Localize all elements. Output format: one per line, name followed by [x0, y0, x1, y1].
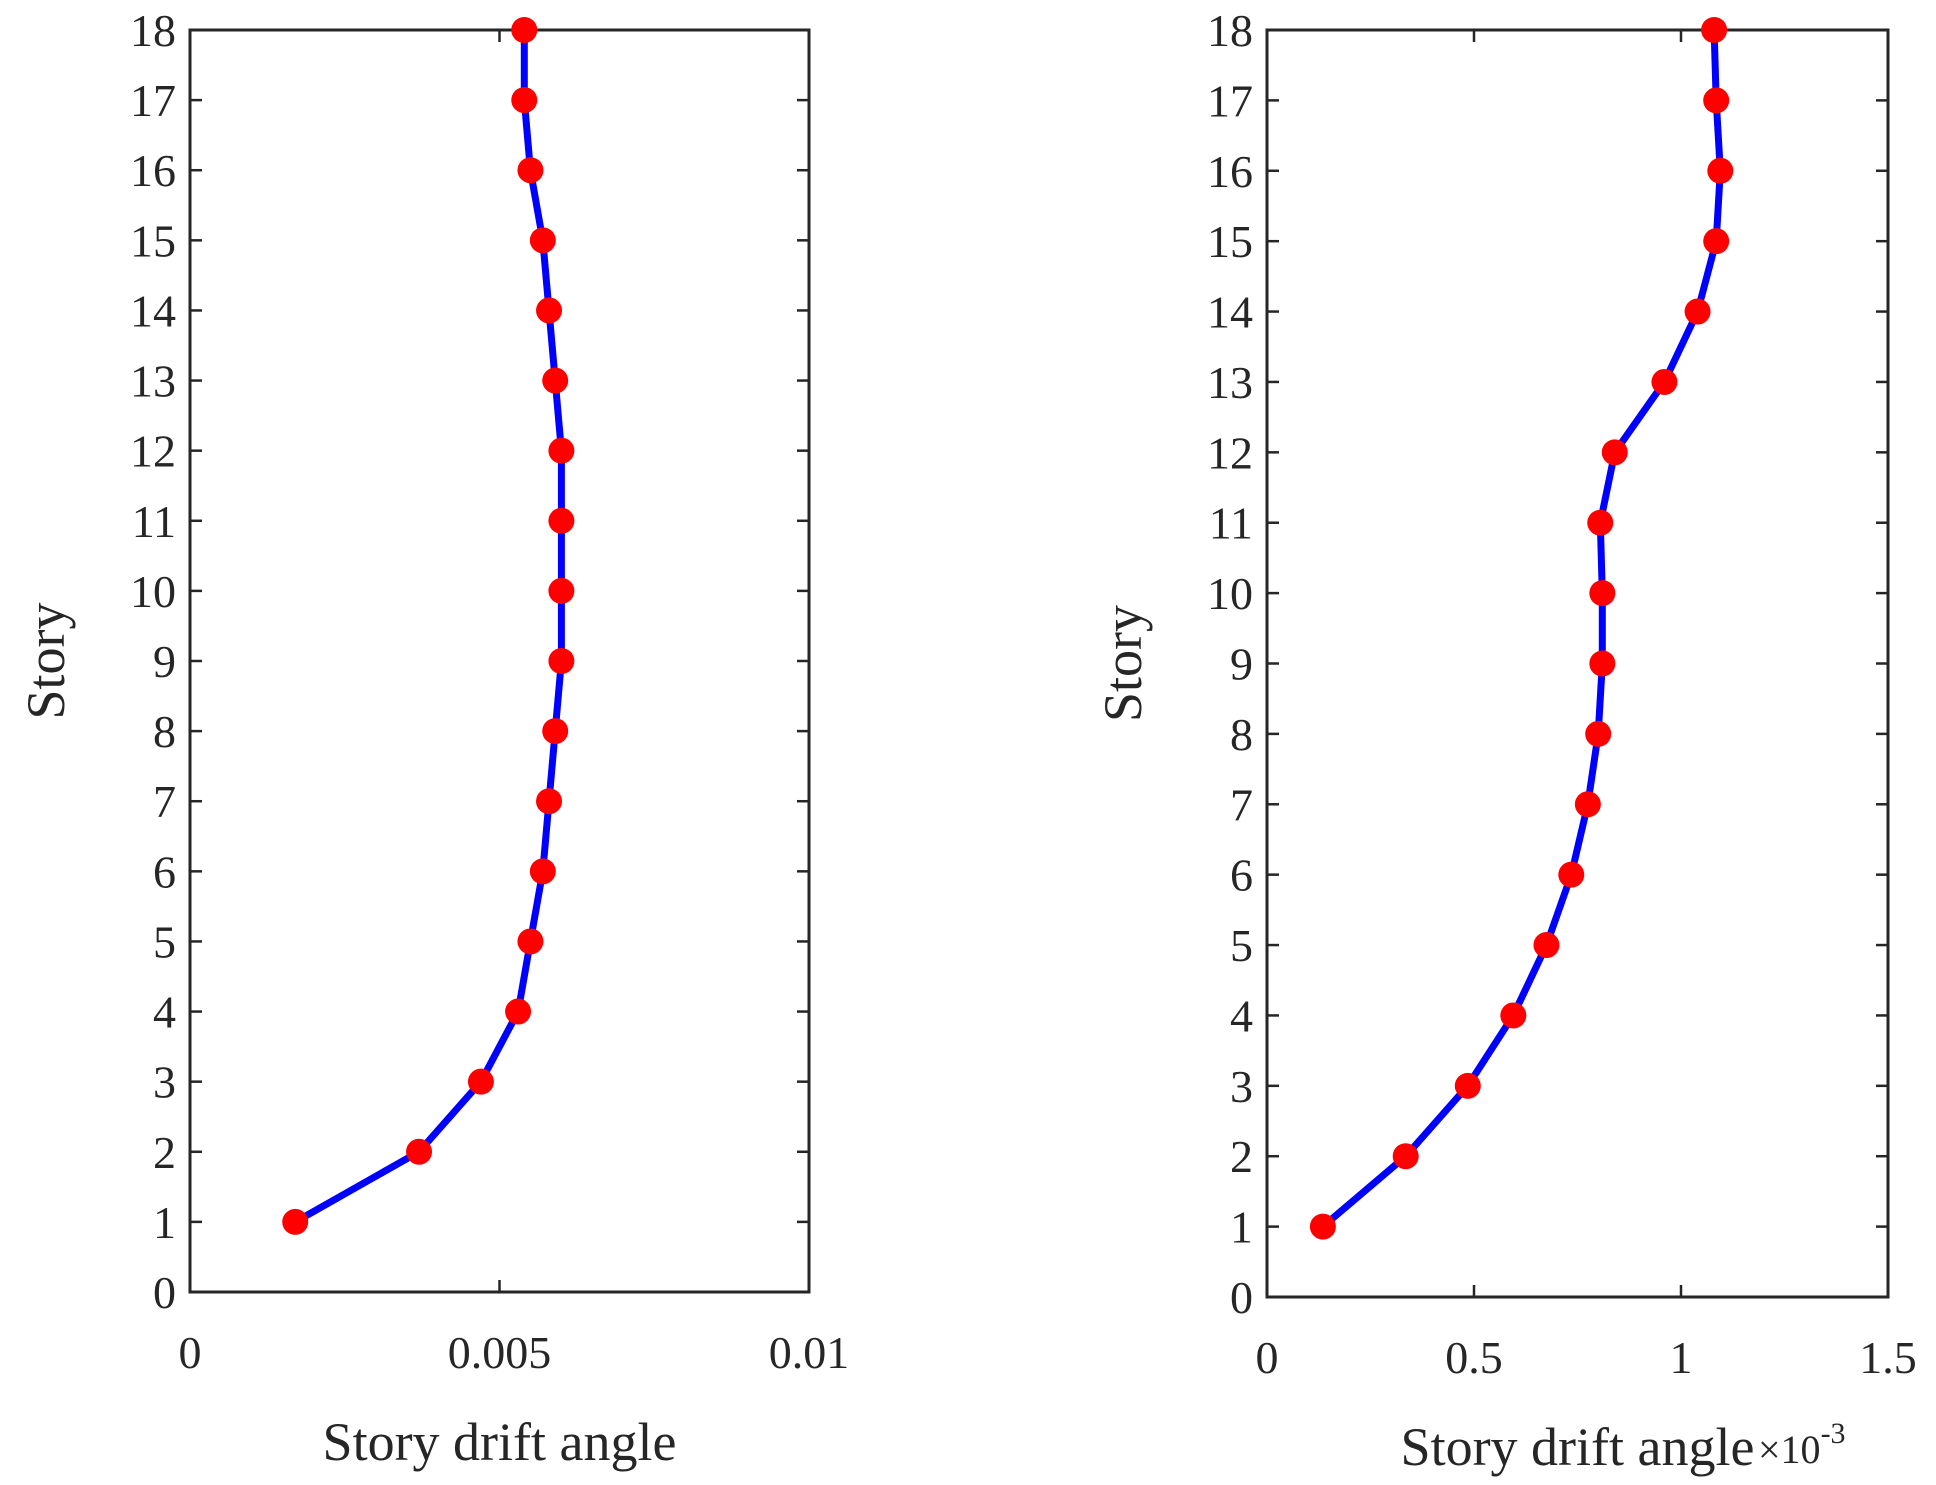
y-tick-label: 12 [1207, 427, 1253, 478]
series-line [291, 26, 565, 1226]
y-tick-label: 10 [1207, 568, 1253, 619]
data-point [536, 297, 563, 324]
y-axis-label: Story [1093, 605, 1153, 722]
data-point [1589, 650, 1616, 677]
plot-frame [1265, 28, 1890, 1299]
data-point [282, 1208, 309, 1235]
data-point [536, 788, 563, 815]
y-tick-label: 6 [153, 846, 176, 897]
y-tick-label: 13 [130, 356, 176, 407]
y-tick-label: 13 [1207, 357, 1253, 408]
y-tick-label: 18 [130, 5, 176, 56]
y-tick-label: 16 [130, 145, 176, 196]
data-point [1500, 1002, 1527, 1029]
data-point [1558, 861, 1585, 888]
data-point [1585, 720, 1612, 747]
x-tick-label: 1 [1670, 1332, 1693, 1383]
y-tick-label: 7 [153, 776, 176, 827]
data-point [529, 858, 556, 885]
y-tick-label: 6 [1230, 850, 1253, 901]
y-tick-label: 1 [1230, 1202, 1253, 1253]
data-point [1533, 932, 1560, 959]
y-tick-label: 12 [130, 426, 176, 477]
data-point [1309, 1213, 1336, 1240]
y-tick-label: 11 [132, 496, 176, 547]
data-point [1589, 580, 1616, 607]
x-tick-label: 1.5 [1859, 1332, 1917, 1383]
data-point [1703, 228, 1730, 255]
data-point [548, 577, 575, 604]
y-tick-label: 2 [1230, 1131, 1253, 1182]
data-point [1703, 87, 1730, 114]
y-tick-label: 4 [153, 987, 176, 1038]
data-point [548, 648, 575, 674]
data-point [1684, 298, 1711, 325]
data-point [542, 367, 569, 394]
y-tick-label: 11 [1209, 498, 1253, 549]
y-tick-label: 14 [1207, 287, 1253, 338]
y-tick-label: 15 [1207, 216, 1253, 267]
y-tick-label: 7 [1230, 779, 1253, 830]
y-tick-label: 17 [130, 75, 176, 126]
y-tick-label: 0 [1230, 1272, 1253, 1323]
y-tick-label: 4 [1230, 990, 1253, 1041]
series-line [1319, 26, 1724, 1231]
data-point [511, 87, 538, 114]
y-axis-label: Story [16, 602, 76, 719]
data-point [1587, 509, 1614, 536]
data-point [1707, 157, 1734, 184]
data-point [548, 507, 575, 534]
y-tick-label: 18 [1207, 5, 1253, 56]
data-point [1601, 439, 1628, 466]
y-tick-label: 5 [153, 916, 176, 967]
data-point [467, 1068, 494, 1095]
data-point [1574, 791, 1601, 818]
y-tick-label: 17 [1207, 75, 1253, 126]
y-tick-label: 1 [153, 1197, 176, 1248]
x-axis-label: Story drift angle [1401, 1417, 1755, 1477]
data-point [1454, 1072, 1481, 1099]
x-tick-label: 0.005 [448, 1327, 552, 1378]
y-tick-label: 10 [130, 566, 176, 617]
data-point [505, 998, 532, 1025]
data-point [406, 1138, 433, 1165]
y-tick-label: 15 [130, 215, 176, 266]
x-axis-label: Story drift angle [323, 1412, 677, 1472]
y-tick-label: 14 [130, 285, 176, 336]
data-point [1701, 17, 1728, 43]
plot-frame [188, 28, 811, 1294]
y-tick-label: 9 [1230, 639, 1253, 690]
x-tick-label: 0 [1256, 1332, 1279, 1383]
x-exponent-label: ×10-3 [1758, 1417, 1846, 1472]
data-point [511, 17, 538, 43]
y-tick-label: 8 [153, 706, 176, 757]
data-point [1392, 1143, 1419, 1170]
data-point [517, 157, 544, 184]
data-point [548, 437, 575, 464]
data-point [529, 227, 556, 254]
y-tick-label: 3 [153, 1057, 176, 1108]
x-tick-label: 0.5 [1445, 1332, 1503, 1383]
y-tick-label: 9 [153, 636, 176, 687]
data-point [517, 928, 544, 955]
y-tick-label: 2 [153, 1127, 176, 1178]
y-tick-label: 5 [1230, 920, 1253, 971]
y-tick-label: 3 [1230, 1061, 1253, 1112]
data-point [1651, 368, 1678, 395]
x-tick-label: 0 [179, 1327, 202, 1378]
y-tick-label: 16 [1207, 146, 1253, 197]
data-point [542, 718, 569, 745]
x-tick-label: 0.01 [769, 1327, 850, 1378]
y-tick-label: 0 [153, 1267, 176, 1318]
y-tick-label: 8 [1230, 709, 1253, 760]
